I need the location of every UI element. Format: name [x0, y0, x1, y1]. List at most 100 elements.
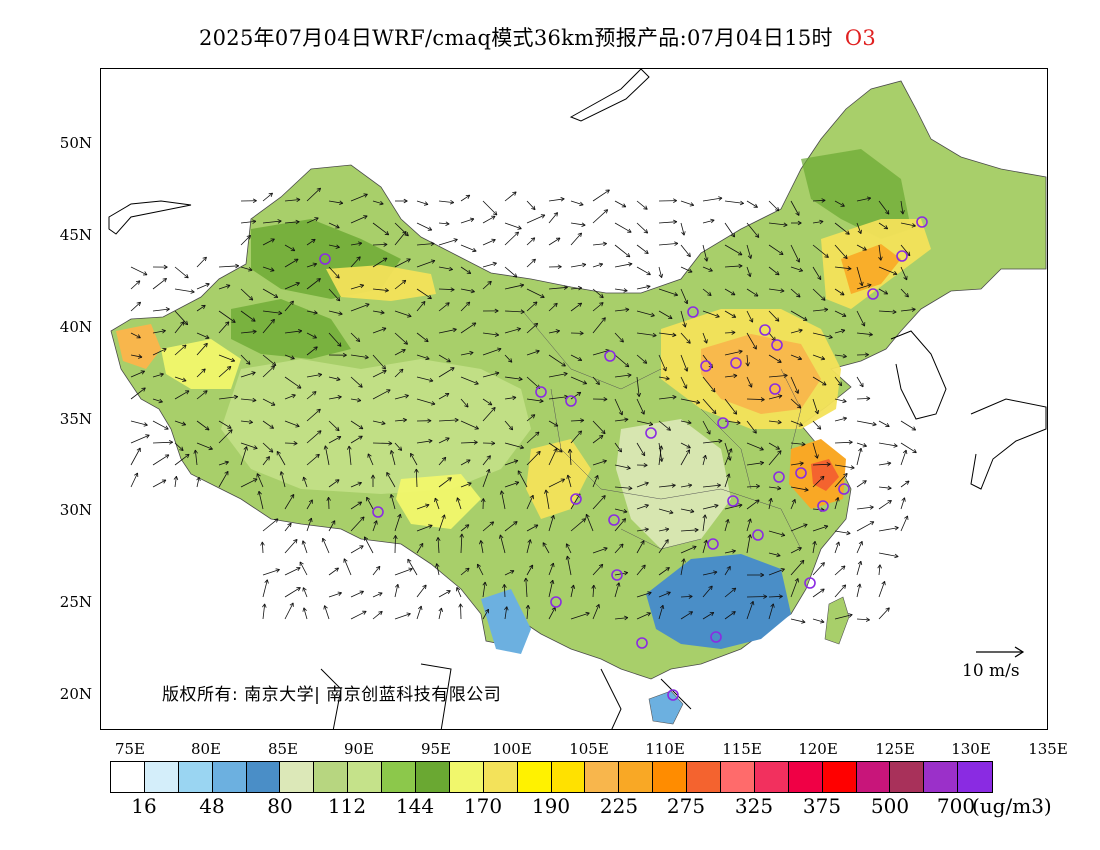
wind-arrow — [834, 541, 840, 554]
wind-arrow — [680, 310, 687, 328]
wind-arrow — [834, 266, 852, 271]
wind-arrow — [592, 495, 606, 510]
wind-arrow — [768, 442, 780, 450]
wind-arrow — [306, 217, 319, 224]
wind-arrow — [768, 485, 782, 491]
wind-arrow — [218, 394, 239, 400]
wind-arrow — [768, 394, 783, 400]
wind-arrow — [702, 612, 715, 620]
wind-arrow — [306, 262, 317, 268]
wind-arrow — [328, 479, 340, 488]
wind-arrow — [262, 420, 274, 429]
wind-arrow — [174, 266, 189, 279]
station-marker — [896, 250, 908, 262]
wind-arrow — [746, 200, 758, 208]
wind-arrow — [768, 552, 781, 558]
wind-reference-label: 10 m/s — [962, 661, 1020, 681]
wind-arrow — [768, 603, 775, 620]
wind-arrow — [724, 587, 737, 598]
colorbar-swatch — [111, 762, 145, 792]
colorbar-swatch — [517, 762, 552, 792]
wind-arrow — [834, 416, 847, 422]
wind-arrow — [482, 407, 496, 422]
wind-arrow — [856, 332, 873, 337]
wind-arrow — [438, 514, 446, 532]
wind-arrow — [174, 288, 195, 294]
wind-arrow — [389, 494, 396, 510]
map-title: 2025年07月04日WRF/cmaq模式36km预报产品:07月04日15时 O… — [0, 22, 1075, 52]
wind-arrow — [256, 473, 264, 488]
wind-arrow — [834, 613, 853, 620]
wind-arrow — [790, 200, 800, 216]
wind-arrow — [416, 259, 436, 268]
russia-coastline — [569, 69, 650, 122]
wind-arrow — [548, 447, 558, 466]
wind-arrow — [856, 540, 863, 554]
wind-arrow — [482, 215, 496, 224]
wind-arrow — [416, 542, 424, 554]
species-label: O3 — [844, 26, 877, 50]
wind-arrow — [790, 310, 808, 321]
wind-arrow — [570, 200, 584, 207]
wind-arrow — [476, 563, 484, 576]
wind-arrow — [416, 241, 435, 247]
wind-arrow — [372, 354, 386, 370]
wind-arrow — [636, 591, 652, 598]
wind-arrow — [636, 527, 649, 532]
wind-arrow — [416, 398, 436, 406]
wind-arrow — [504, 481, 520, 488]
wind-arrow — [394, 394, 409, 400]
wind-arrow — [459, 533, 464, 554]
wind-arrow — [812, 219, 824, 225]
wind-arrow — [321, 537, 330, 554]
wind-arrow — [284, 244, 296, 252]
wind-arrow — [548, 329, 560, 334]
wind-arrow — [636, 284, 651, 290]
wind-arrow — [284, 394, 296, 400]
wind-arrow — [438, 287, 455, 292]
wind-arrow — [592, 563, 604, 576]
wind-arrow — [834, 288, 845, 296]
wind-arrow — [130, 332, 141, 339]
wind-arrow — [592, 459, 607, 466]
wind-arrow — [724, 549, 736, 554]
wind-arrow — [196, 282, 210, 290]
colorbar-swatch — [212, 762, 247, 792]
wind-arrow — [570, 611, 590, 620]
wind-arrow — [790, 266, 803, 272]
wind-arrow — [460, 350, 474, 356]
wind-arrow — [174, 442, 184, 451]
wind-arrow — [328, 352, 347, 358]
wind-arrow — [240, 266, 253, 272]
wind-arrow — [680, 483, 693, 488]
wind-arrow — [372, 520, 378, 532]
wind-arrow — [856, 583, 862, 598]
wind-arrow — [724, 448, 733, 466]
wind-arrow — [768, 200, 780, 212]
wind-arrow — [394, 513, 402, 532]
wind-arrow — [240, 371, 256, 378]
wind-arrow — [350, 303, 370, 312]
wind-arrow — [702, 420, 711, 435]
wind-arrow — [504, 459, 519, 466]
wind-arrow — [702, 570, 718, 576]
wind-arrow — [636, 310, 655, 318]
wind-arrow — [526, 301, 538, 312]
wind-arrow — [394, 442, 403, 451]
wind-arrow — [372, 222, 390, 236]
wind-arrow — [460, 244, 477, 253]
wind-arrow — [900, 497, 906, 510]
wind-arrow — [193, 449, 198, 466]
wind-arrow — [658, 483, 676, 488]
wind-arrow — [548, 237, 561, 246]
wind-arrow — [130, 434, 150, 444]
wind-arrow — [302, 607, 308, 620]
wind-arrow — [812, 420, 822, 430]
wind-arrow — [460, 567, 470, 576]
wind-arrow — [856, 560, 863, 576]
colorbar-label: 170 — [463, 794, 503, 818]
wind-arrow — [592, 435, 604, 444]
yellow-zone-tibet-south — [396, 474, 481, 529]
station-marker — [611, 569, 623, 581]
wind-arrow — [350, 435, 363, 444]
